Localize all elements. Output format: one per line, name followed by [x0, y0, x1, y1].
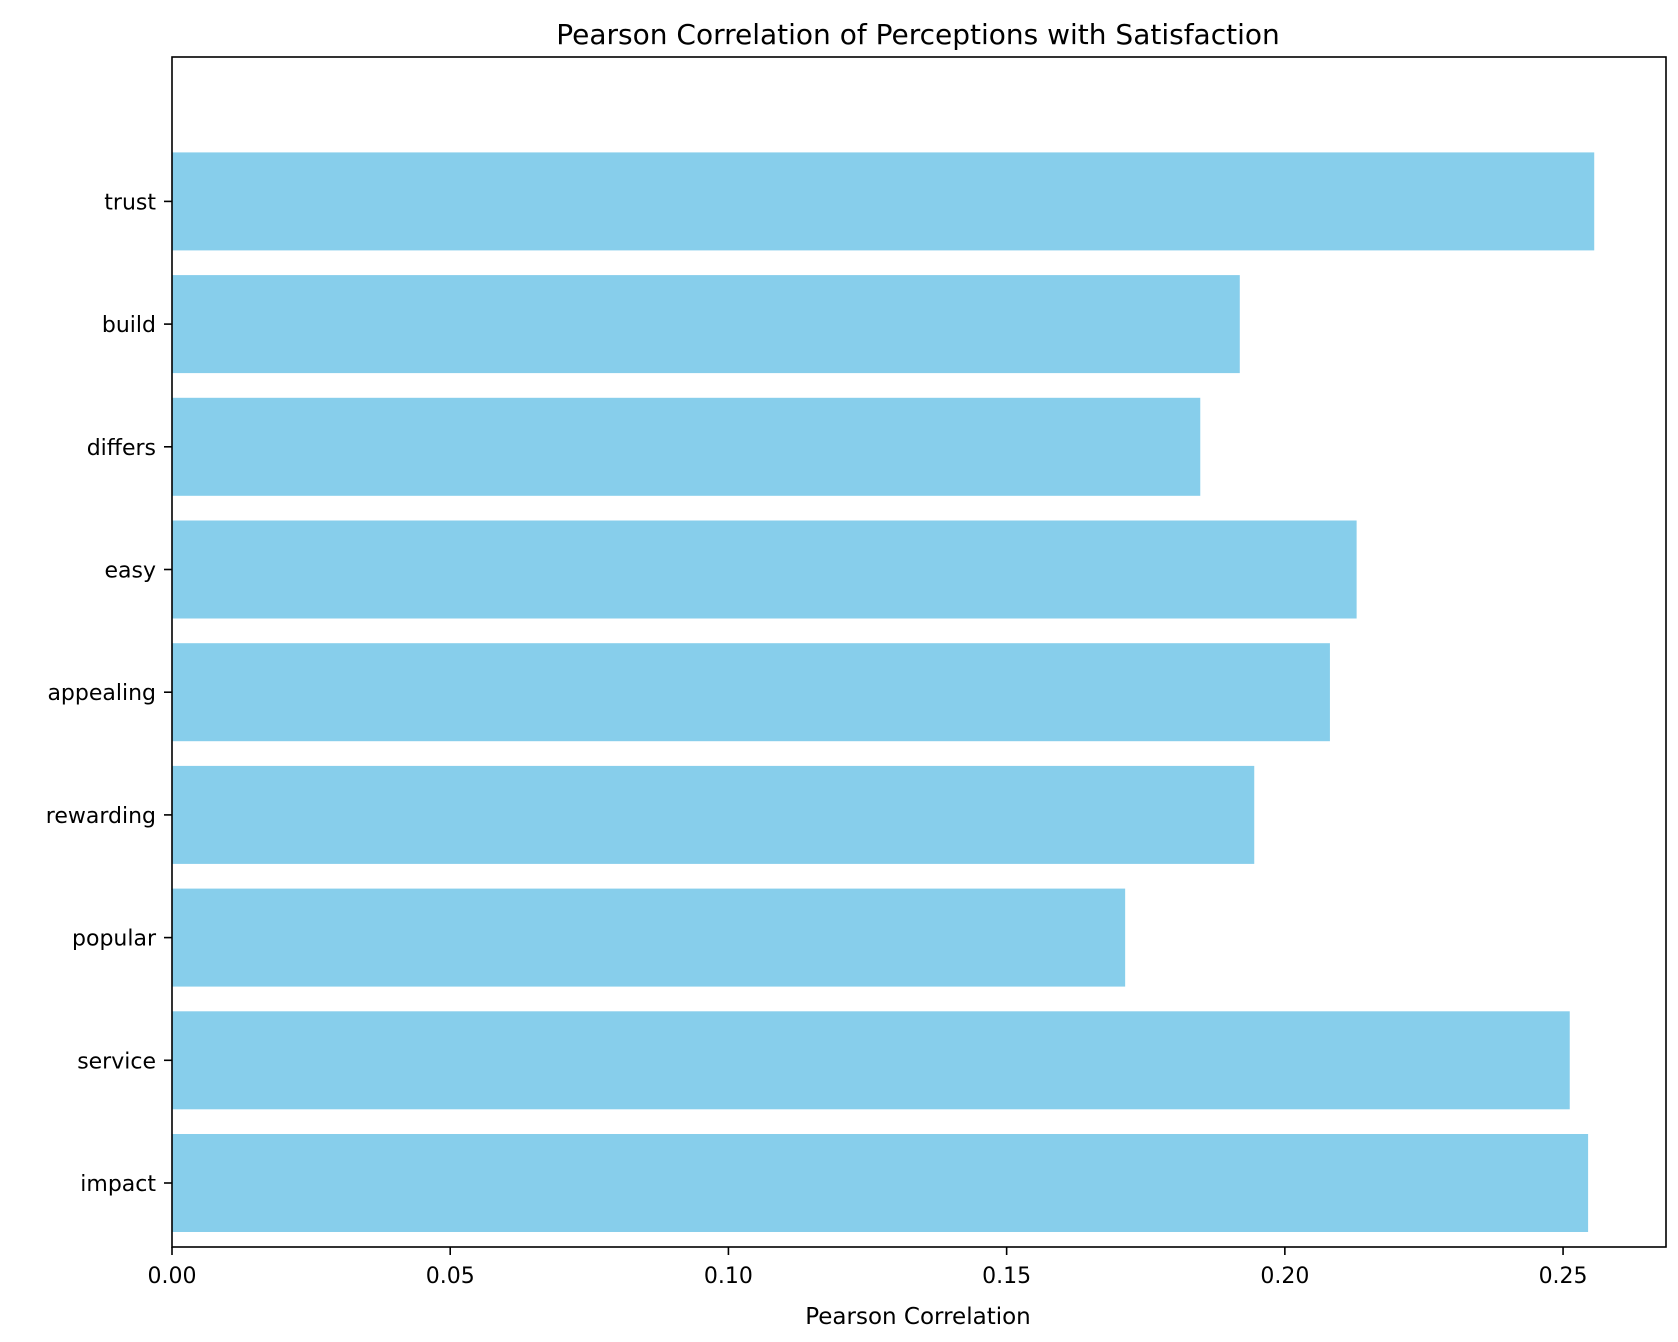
bar-differs	[172, 397, 1201, 496]
y-tick-label-rewarding: rewarding	[46, 804, 156, 829]
y-tick-label-trust: trust	[104, 190, 156, 215]
plot-frame	[171, 56, 1667, 1248]
x-tick-label: 0.05	[426, 1264, 475, 1289]
bar-service	[172, 1011, 1570, 1110]
x-tick-label: 0.15	[982, 1264, 1031, 1289]
y-tick-label-popular: popular	[72, 927, 157, 952]
y-tick-label-service: service	[77, 1049, 156, 1074]
x-tick-label: 0.10	[704, 1264, 753, 1289]
y-tick-label-differs: differs	[87, 436, 156, 461]
bar-build	[172, 275, 1240, 374]
bar-trust	[172, 152, 1595, 251]
x-tick-label: 0.00	[148, 1264, 197, 1289]
y-tick-label-impact: impact	[80, 1172, 156, 1197]
x-axis-label: Pearson Correlation	[805, 1304, 1031, 1330]
x-axis: 0.00 0.05 0.10 0.15 0.20 0.25	[148, 1247, 1588, 1289]
y-tick-label-build: build	[102, 313, 156, 338]
x-tick-label: 0.20	[1260, 1264, 1309, 1289]
bars-layer	[172, 152, 1595, 1232]
bar-appealing	[172, 643, 1330, 742]
bar-impact	[172, 1134, 1589, 1232]
bar-popular	[172, 888, 1126, 987]
x-tick-label: 0.25	[1539, 1264, 1588, 1289]
y-tick-label-appealing: appealing	[47, 681, 156, 706]
bar-easy	[172, 520, 1357, 619]
y-tick-label-easy: easy	[105, 559, 157, 584]
chart-title: Pearson Correlation of Perceptions with …	[556, 18, 1280, 51]
y-axis: impact service popular rewarding appealing ea…	[46, 190, 172, 1197]
bar-rewarding	[172, 765, 1255, 864]
